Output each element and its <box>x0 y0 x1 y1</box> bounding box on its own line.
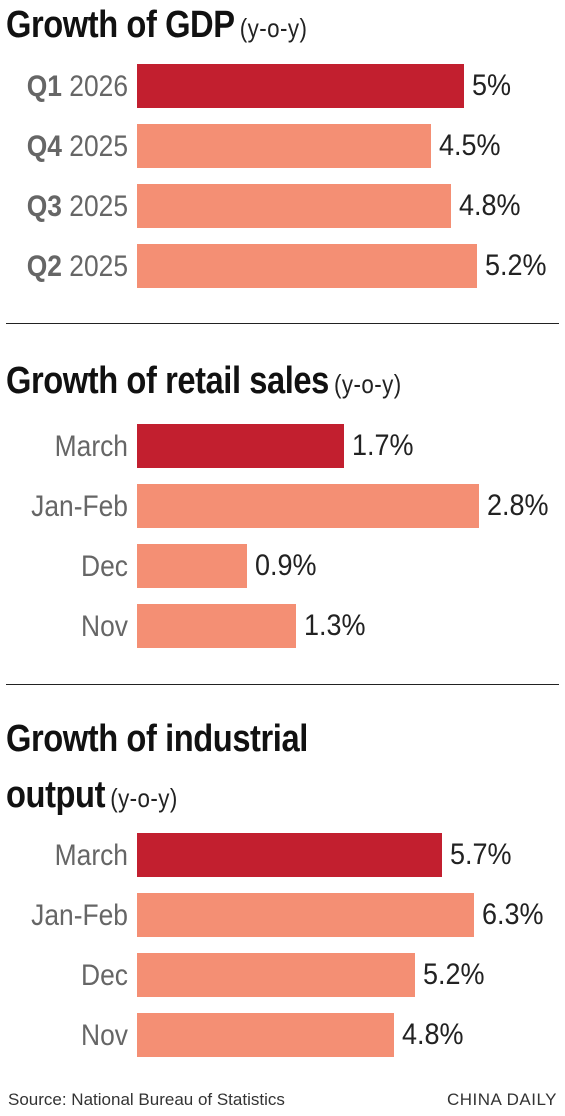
retail-category-label: Nov <box>81 610 128 643</box>
industrial-category-label: Dec <box>81 959 128 992</box>
source-note: Source: National Bureau of Statistics <box>8 1090 285 1109</box>
industrial-category-label: Nov <box>81 1019 128 1052</box>
gdp-bar <box>137 184 451 228</box>
industrial-category-label: Jan-Feb <box>31 899 128 932</box>
gdp-bar-row: Q4 2025 4.5% <box>0 124 565 170</box>
industrial-value-label: 6.3% <box>482 898 544 931</box>
retail-bar <box>137 604 296 648</box>
retail-bar <box>137 424 345 468</box>
industrial-category-label: March <box>54 839 128 872</box>
industrial-chart-title-line2: output (y-o-y) <box>6 774 178 816</box>
industrial-value-label: 5.2% <box>423 958 485 991</box>
industrial-bar <box>137 833 442 877</box>
industrial-chart-title-line1: Growth of industrial <box>6 718 308 760</box>
retail-category-label: Jan-Feb <box>31 490 128 523</box>
gdp-value-label: 4.5% <box>439 129 501 162</box>
gdp-category-label: Q2 2025 <box>26 250 128 283</box>
gdp-bar-row: Q1 2026 5% <box>0 64 565 110</box>
industrial-bar-row: Nov 4.8% <box>0 1013 565 1059</box>
retail-bar-row: Nov 1.3% <box>0 604 565 650</box>
gdp-category-label: Q1 2026 <box>26 70 128 103</box>
industrial-value-label: 5.7% <box>449 838 512 871</box>
retail-value-label: 0.9% <box>254 549 317 582</box>
industrial-bar <box>137 893 475 937</box>
retail-value-label: 2.8% <box>486 489 549 522</box>
retail-bar-row: Jan-Feb 2.8% <box>0 484 565 530</box>
retail-bar-row: Dec 0.9% <box>0 544 565 590</box>
retail-category-label: March <box>54 430 128 463</box>
retail-category-label: Dec <box>81 550 128 583</box>
retail-bar <box>137 484 479 528</box>
industrial-value-label: 4.8% <box>401 1018 464 1051</box>
section-divider <box>6 684 559 685</box>
gdp-bar <box>137 64 464 108</box>
industrial-bar-row: Dec 5.2% <box>0 953 565 999</box>
gdp-value-label: 5.2% <box>485 249 547 282</box>
industrial-chart-subtitle: (y-o-y) <box>110 783 178 813</box>
retail-bar <box>137 544 247 588</box>
gdp-chart-subtitle: (y-o-y) <box>239 13 308 43</box>
industrial-bar-row: Jan-Feb 6.3% <box>0 893 565 939</box>
gdp-chart-title: Growth of GDP (y-o-y) <box>6 4 308 46</box>
retail-value-label: 1.3% <box>303 609 366 642</box>
retail-value-label: 1.7% <box>352 429 414 462</box>
gdp-bar-row: Q2 2025 5.2% <box>0 244 565 290</box>
gdp-category-label: Q4 2025 <box>26 130 128 163</box>
retail-chart-subtitle: (y-o-y) <box>334 369 402 399</box>
industrial-bar-row: March 5.7% <box>0 833 565 879</box>
gdp-category-label: Q3 2025 <box>26 190 128 223</box>
section-divider <box>6 323 559 324</box>
publisher-credit: CHINA DAILY <box>446 1090 557 1109</box>
gdp-bar-row: Q3 2025 4.8% <box>0 184 565 230</box>
gdp-value-label: 5% <box>472 69 512 102</box>
gdp-bar <box>137 244 478 288</box>
gdp-value-label: 4.8% <box>458 189 521 222</box>
retail-bar-row: March 1.7% <box>0 424 565 470</box>
gdp-bar <box>137 124 432 168</box>
industrial-bar <box>137 953 416 997</box>
industrial-bar <box>137 1013 394 1057</box>
retail-chart-title: Growth of retail sales (y-o-y) <box>6 360 402 402</box>
